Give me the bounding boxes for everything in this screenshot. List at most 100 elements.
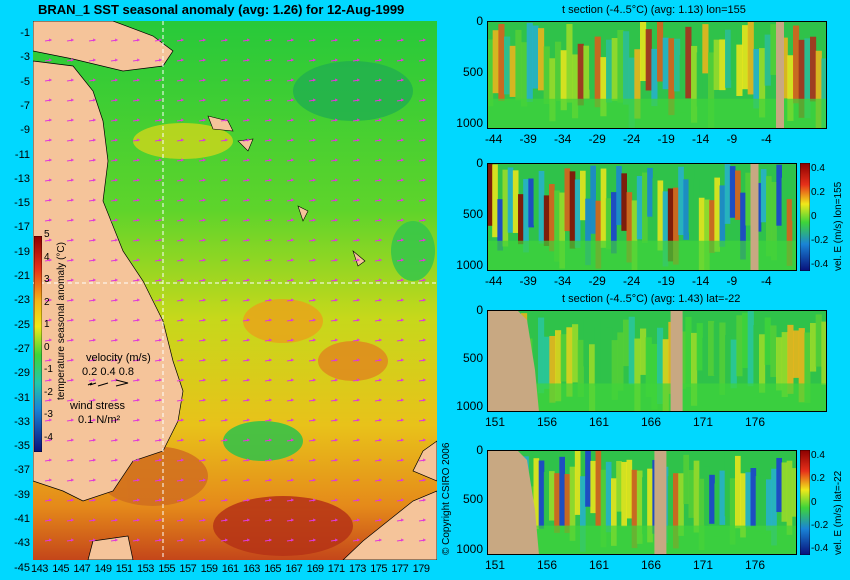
wind-arrow	[286, 478, 295, 482]
section-plot[interactable]	[487, 21, 827, 129]
wind-arrow	[110, 498, 119, 502]
wind-arrow	[242, 278, 251, 282]
wind-arrow	[374, 518, 383, 522]
wind-arrow	[44, 298, 53, 302]
section-cell	[685, 316, 692, 388]
section-cell	[730, 339, 737, 389]
wind-arrow	[44, 118, 53, 122]
wind-arrow	[286, 518, 295, 522]
lat-tick-label: -19	[14, 245, 30, 258]
wind-arrow	[242, 258, 251, 262]
section-x-tick-label: 161	[589, 415, 610, 429]
lat-tick-label: -37	[14, 464, 30, 477]
section-cell	[628, 316, 635, 385]
wind-arrow	[154, 158, 163, 162]
section-cell	[766, 176, 772, 257]
wind-arrow	[374, 238, 383, 242]
wind-arrow	[264, 258, 273, 262]
section-cell	[512, 170, 519, 233]
wind-arrow	[418, 378, 427, 382]
section-cell	[645, 337, 652, 398]
wind-arrow	[220, 518, 229, 522]
wind-arrow	[330, 98, 339, 102]
wind-arrow	[396, 178, 405, 182]
sst-anomaly-map[interactable]	[33, 21, 437, 560]
section-cell	[736, 315, 743, 377]
wind-arrow	[198, 158, 207, 162]
wind-arrow	[330, 38, 339, 42]
velocity-colorbar-tick: 0.4	[811, 163, 825, 174]
wind-arrow	[242, 118, 251, 122]
section-x-tick-label: -14	[692, 132, 710, 146]
wind-arrow	[44, 518, 53, 522]
wind-arrow	[264, 158, 273, 162]
wind-arrow	[220, 158, 229, 162]
wind-arrow	[374, 438, 383, 442]
lon-tick-label: 167	[285, 563, 303, 575]
wind-arrow	[396, 278, 405, 282]
wind-arrow	[132, 418, 141, 422]
wind-arrow	[286, 498, 295, 502]
wind-arrow	[154, 38, 163, 42]
wind-arrow	[396, 58, 405, 62]
section-cell	[560, 50, 567, 111]
wind-arrow	[110, 358, 119, 362]
wind-arrow	[396, 418, 405, 422]
section-cell	[636, 470, 643, 544]
section-cell	[502, 169, 509, 247]
section-cell	[745, 172, 751, 226]
wind-arrow	[308, 118, 317, 122]
wind-arrow	[198, 218, 207, 222]
section-x-tick-label: -39	[519, 132, 537, 146]
wind-arrow	[396, 398, 405, 402]
section-plot[interactable]	[487, 310, 827, 412]
wind-arrow	[154, 118, 163, 122]
wind-arrow	[176, 378, 185, 382]
wind-arrow	[176, 518, 185, 522]
wind-arrow	[374, 358, 383, 362]
section-cell	[693, 179, 700, 249]
wind-arrow	[132, 218, 141, 222]
wind-arrow	[352, 358, 361, 362]
colorbar-tick-label: 4	[44, 251, 50, 263]
wind-arrow	[88, 258, 97, 262]
section-cell	[753, 325, 760, 398]
wind-arrow	[286, 458, 295, 462]
wind-arrow	[418, 318, 427, 322]
section-cell	[605, 461, 612, 533]
wind-arrow	[176, 418, 185, 422]
wind-arrow	[242, 198, 251, 202]
section-cell	[549, 184, 555, 252]
wind-arrow	[374, 498, 383, 502]
wind-arrow	[220, 458, 229, 462]
wind-arrow	[352, 58, 361, 62]
wind-arrow	[66, 198, 75, 202]
lon-tick-label: 161	[221, 563, 239, 575]
wind-arrow	[220, 478, 229, 482]
section-cell	[509, 45, 516, 97]
land-mask	[670, 310, 683, 412]
nz-north-island-land	[412, 440, 437, 482]
section-cell	[698, 197, 705, 271]
section-cell	[532, 335, 539, 399]
section-plot[interactable]	[487, 163, 797, 271]
section-cell	[730, 26, 737, 81]
velocity-colorbar-tick: -0.2	[811, 235, 829, 246]
section-cell	[736, 44, 743, 96]
section-cell	[580, 170, 586, 221]
wind-arrow	[110, 198, 119, 202]
section-cell	[626, 459, 633, 519]
wind-arrow	[374, 38, 383, 42]
wind-arrow	[330, 438, 339, 442]
section-plot[interactable]	[487, 450, 797, 555]
wind-arrow	[264, 418, 273, 422]
wind-arrow	[44, 258, 53, 262]
wind-arrow	[110, 538, 119, 542]
wind-arrow	[418, 418, 427, 422]
wind-arrow	[198, 258, 207, 262]
section-cell	[781, 177, 788, 253]
section-frame	[487, 450, 797, 555]
section-cell	[735, 455, 741, 529]
lat-tick-label: -25	[14, 318, 30, 331]
wind-arrow	[66, 458, 75, 462]
